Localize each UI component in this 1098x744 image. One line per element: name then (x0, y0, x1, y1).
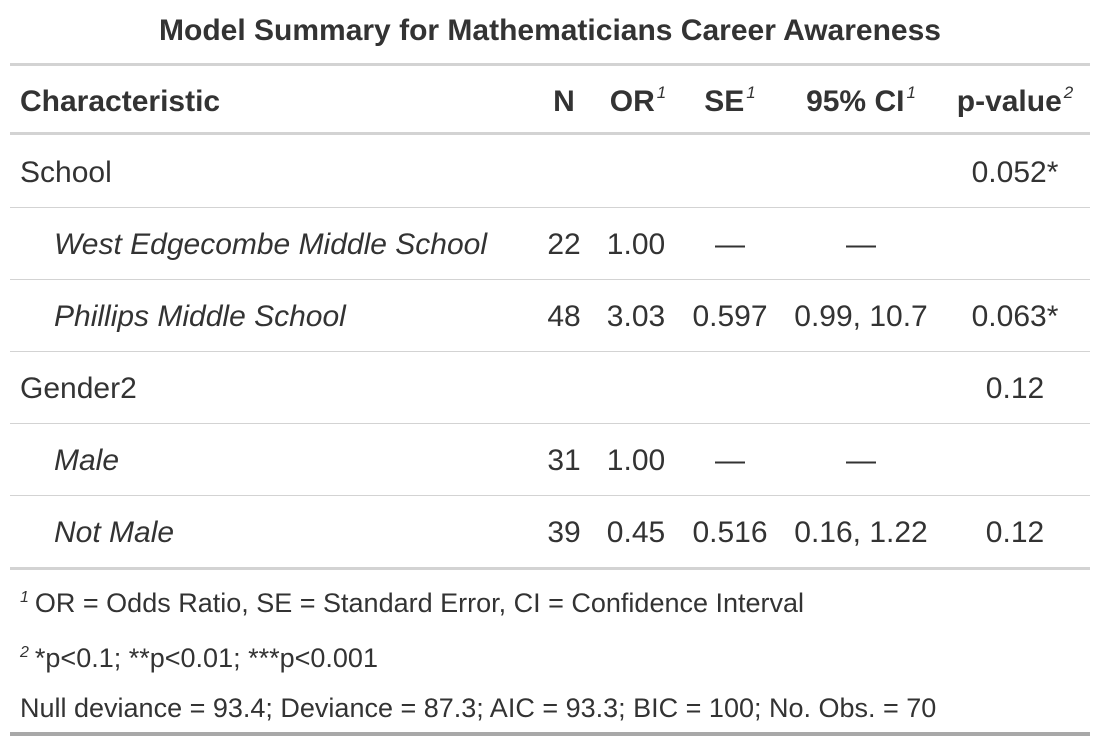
header-or-footnote-mark: 1 (656, 83, 667, 102)
row-divider (10, 423, 1090, 424)
table-bottom-rule (10, 732, 1090, 736)
row-label: Phillips Middle School (54, 300, 346, 333)
header-ci: 95% CI 1 (806, 83, 916, 118)
model-stats-note: Null deviance = 93.4; Deviance = 87.3; A… (20, 693, 937, 723)
row-divider (10, 279, 1090, 280)
header-se-footnote-mark: 1 (746, 83, 756, 102)
header-or: OR 1 (609, 83, 667, 118)
footnote-1-mark: 1 (20, 589, 29, 606)
header-n: N (553, 85, 575, 118)
row-se: — (715, 228, 745, 261)
row-ci: — (846, 444, 876, 477)
row-pvalue: 0.063* (971, 300, 1059, 333)
row-label: West Edgecombe Middle School (54, 228, 488, 261)
header-bottom-rule (10, 132, 1090, 135)
row-n: 48 (547, 300, 581, 333)
header-pvalue: p-value 2 (956, 83, 1074, 118)
table-title: Model Summary for Mathematicians Career … (159, 14, 941, 47)
footnote-2-mark: 2 (20, 644, 29, 661)
footnote-1: 1 OR = Odds Ratio, SE = Standard Error, C… (20, 588, 805, 618)
row-ci: 0.16, 1.22 (794, 516, 928, 549)
row-or: 0.45 (606, 516, 666, 549)
header-se: SE 1 (704, 83, 756, 118)
row-label: Not Male (54, 516, 175, 549)
row-ci: 0.99, 10.7 (794, 300, 928, 333)
table-body-bottom-rule (10, 567, 1090, 570)
top-rule (10, 63, 1090, 66)
row-divider (10, 207, 1090, 208)
row-ci: — (846, 228, 876, 261)
header-pvalue-footnote-mark: 2 (1063, 83, 1074, 102)
row-n: 31 (547, 444, 581, 477)
row-n: 22 (547, 228, 581, 261)
row-pvalue: 0.12 (985, 516, 1045, 549)
header-characteristic: Characteristic (20, 85, 221, 118)
header-ci-footnote-mark: 1 (906, 83, 916, 102)
row-label: Gender2 (20, 372, 137, 405)
row-divider (10, 495, 1090, 496)
row-n: 39 (547, 516, 581, 549)
row-label: Male (54, 444, 120, 477)
row-se: 0.516 (692, 516, 768, 549)
row-se: 0.597 (692, 300, 768, 333)
row-or: 1.00 (606, 228, 666, 261)
row-label: School (20, 156, 112, 189)
footnote-2: 2 *p<0.1; **p<0.01; ***p<0.001 (20, 643, 378, 673)
row-or: 1.00 (606, 444, 666, 477)
row-or: 3.03 (606, 300, 666, 333)
row-divider (10, 351, 1090, 352)
row-pvalue: 0.052* (971, 156, 1059, 189)
row-se: — (715, 444, 745, 477)
row-pvalue: 0.12 (985, 372, 1045, 405)
